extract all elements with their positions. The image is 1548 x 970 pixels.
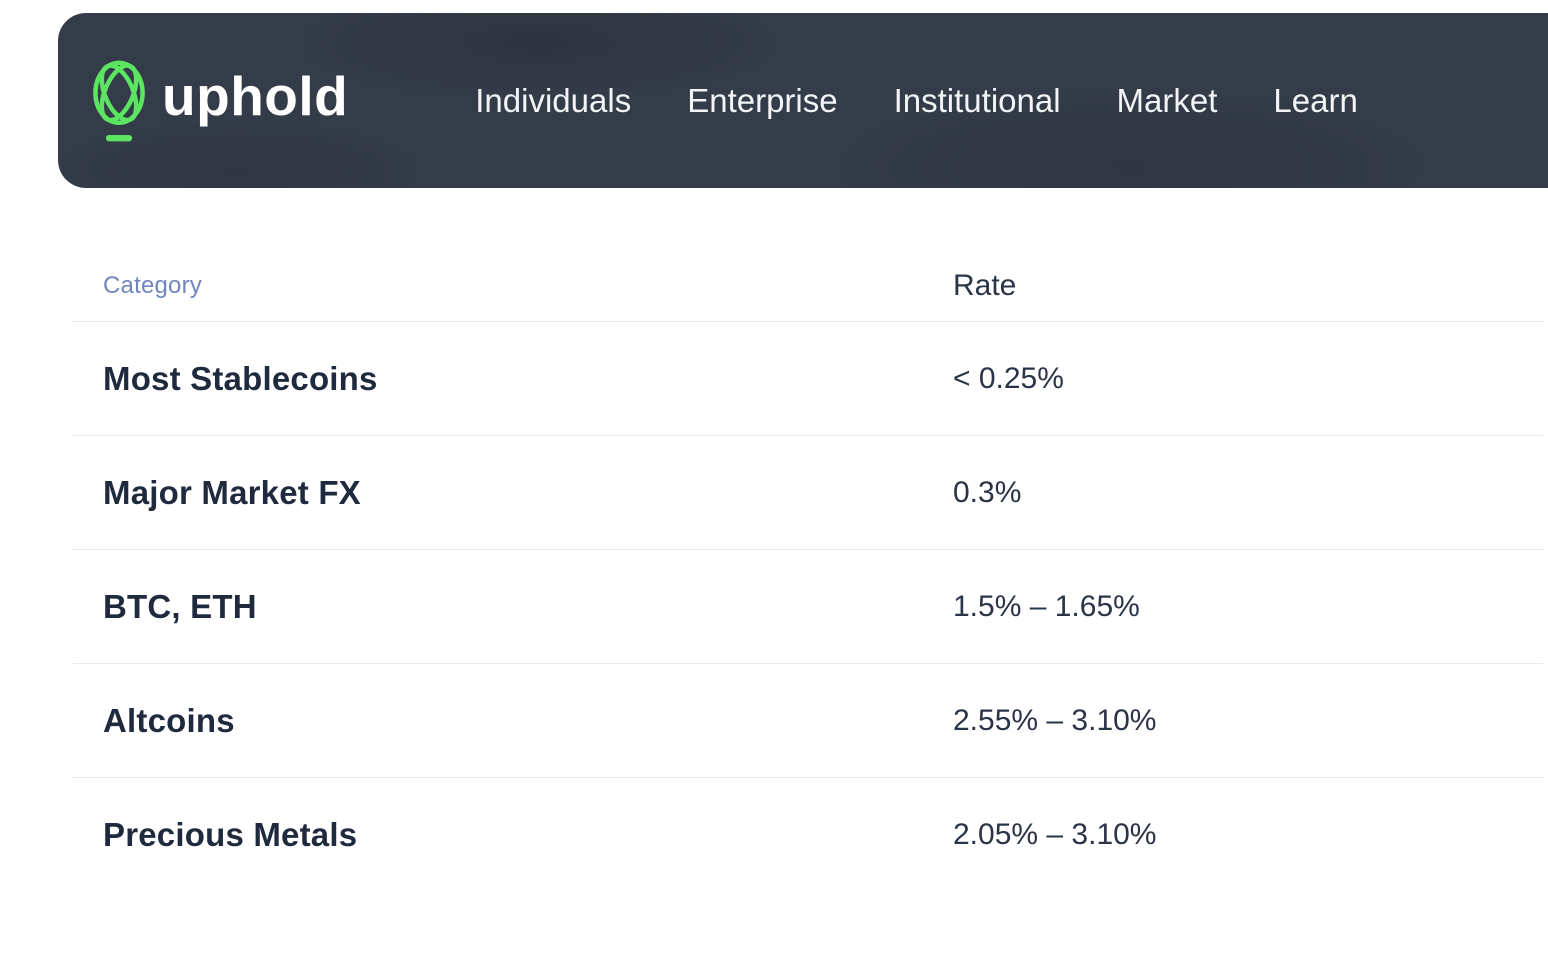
column-header-category: Category (103, 271, 202, 299)
category-cell: Most Stablecoins (103, 359, 378, 397)
table-row: Altcoins 2.55% – 3.10% (73, 664, 1543, 778)
category-cell: Major Market FX (103, 473, 361, 511)
category-cell: Altcoins (103, 701, 235, 739)
nav-item-enterprise[interactable]: Enterprise (687, 81, 838, 119)
rate-cell: < 0.25% (953, 361, 1064, 395)
rate-cell: 1.5% – 1.65% (953, 589, 1140, 623)
nav-item-learn[interactable]: Learn (1273, 81, 1358, 119)
nav-item-institutional[interactable]: Institutional (893, 81, 1061, 119)
column-header-rate: Rate (953, 268, 1017, 302)
table-row: Precious Metals 2.05% – 3.10% (73, 778, 1543, 892)
table-header-row: Category Rate (73, 250, 1543, 322)
nav-item-market[interactable]: Market (1116, 81, 1218, 119)
main-nav: Individuals Enterprise Institutional Mar… (475, 82, 1358, 120)
top-navbar: uphold Individuals Enterprise Institutio… (58, 13, 1548, 188)
rates-table: Category Rate Most Stablecoins < 0.25% M… (73, 250, 1543, 892)
brand-wordmark: uphold (162, 65, 349, 127)
rate-cell: 2.05% – 3.10% (953, 818, 1157, 851)
rate-cell: 2.55% – 3.10% (953, 703, 1157, 737)
table-row: Most Stablecoins < 0.25% (73, 322, 1543, 436)
nav-item-individuals[interactable]: Individuals (475, 81, 632, 119)
rate-cell: 0.3% (953, 475, 1022, 509)
category-cell: Precious Metals (103, 816, 358, 853)
table-row: Major Market FX 0.3% (73, 436, 1543, 550)
brand-logo[interactable]: uphold (90, 56, 348, 146)
table-row: BTC, ETH 1.5% – 1.65% (73, 550, 1543, 664)
category-cell: BTC, ETH (103, 587, 257, 625)
uphold-balloon-icon (93, 60, 145, 141)
